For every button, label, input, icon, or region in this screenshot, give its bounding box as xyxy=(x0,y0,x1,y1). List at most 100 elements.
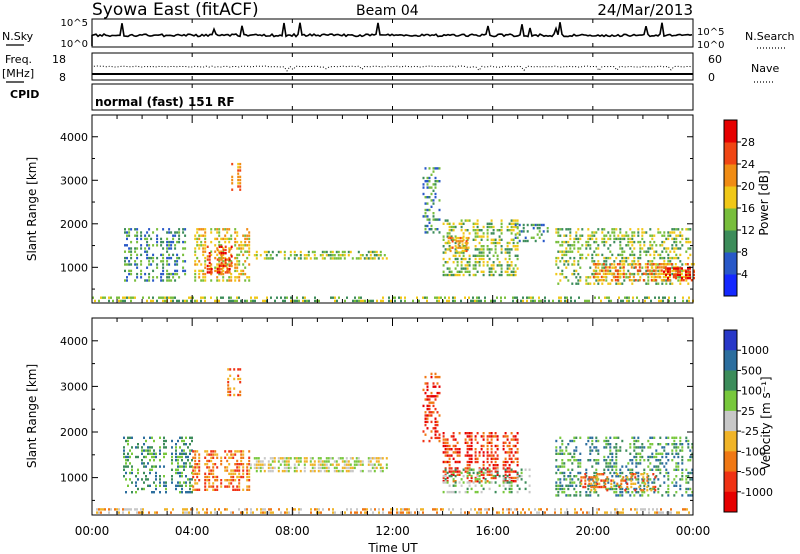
data-cell xyxy=(524,511,526,514)
data-cell xyxy=(126,276,128,279)
data-cell xyxy=(468,273,471,277)
data-cell xyxy=(436,511,438,514)
data-cell xyxy=(597,439,600,443)
data-cell xyxy=(154,511,156,514)
data-cell xyxy=(565,276,568,279)
data-cell xyxy=(610,485,613,489)
data-cell xyxy=(644,266,647,269)
data-cell xyxy=(228,463,231,466)
data-cell xyxy=(558,299,560,303)
data-cell xyxy=(670,263,673,266)
data-cell xyxy=(467,236,470,240)
data-cell xyxy=(434,407,437,411)
data-cell xyxy=(575,269,578,273)
data-cell xyxy=(452,484,455,487)
data-cell xyxy=(679,253,682,257)
data-cell xyxy=(490,248,493,251)
data-cell xyxy=(287,469,290,473)
data-cell xyxy=(359,460,362,463)
data-cell xyxy=(210,469,213,472)
data-cell xyxy=(588,511,590,514)
data-cell xyxy=(502,484,505,487)
data-cell xyxy=(369,460,372,463)
data-cell xyxy=(585,240,588,244)
data-cell xyxy=(494,470,497,473)
data-cell xyxy=(432,231,435,234)
data-cell xyxy=(468,467,471,470)
data-cell xyxy=(126,508,128,511)
data-cell xyxy=(220,245,223,248)
data-cell xyxy=(478,481,481,484)
data-cell xyxy=(434,508,436,511)
freq-panel: Freq. [MHz] 18 8 60 0 Nave xyxy=(2,52,779,84)
data-cell xyxy=(430,224,433,228)
data-cell xyxy=(559,279,562,282)
data-cell xyxy=(675,449,678,452)
data-cell xyxy=(647,247,650,250)
data-cell xyxy=(369,250,372,254)
data-cell xyxy=(597,266,600,269)
data-cell xyxy=(642,508,644,511)
data-cell xyxy=(563,462,566,465)
data-cell xyxy=(687,494,690,497)
data-cell xyxy=(124,279,126,282)
data-cell xyxy=(466,248,469,251)
data-cell xyxy=(424,212,427,215)
data-cell xyxy=(486,225,489,229)
data-cell xyxy=(555,481,558,484)
data-cell xyxy=(314,296,316,299)
data-cell xyxy=(181,487,183,491)
data-cell xyxy=(647,282,650,285)
data-cell xyxy=(347,460,350,463)
data-cell xyxy=(630,266,633,269)
data-cell xyxy=(450,273,453,277)
data-cell xyxy=(141,462,143,465)
data-cell xyxy=(649,436,652,439)
data-cell xyxy=(512,245,515,248)
cpid-panel: CPID normal (fast) 151 RF xyxy=(10,83,694,111)
data-cell xyxy=(461,240,464,243)
data-cell xyxy=(478,264,481,267)
data-cell xyxy=(512,476,515,480)
data-cell xyxy=(629,240,632,244)
data-cell xyxy=(234,479,237,482)
data-cell xyxy=(569,481,572,484)
data-cell xyxy=(492,238,495,241)
data-cell xyxy=(607,439,610,443)
data-cell xyxy=(432,189,435,192)
data-cell xyxy=(454,451,457,454)
data-cell xyxy=(631,240,634,244)
data-cell xyxy=(234,279,237,282)
data-cell xyxy=(652,263,655,266)
data-cell xyxy=(204,511,206,514)
data-cell xyxy=(126,244,128,247)
data-cell xyxy=(458,270,461,273)
data-cell xyxy=(687,282,690,285)
data-cell xyxy=(482,471,485,475)
data-cell xyxy=(579,279,582,282)
data-cell xyxy=(689,478,692,481)
data-cell xyxy=(648,508,650,511)
data-cell xyxy=(651,481,654,484)
data-cell xyxy=(460,478,463,481)
data-cell xyxy=(650,272,653,275)
data-cell xyxy=(662,279,665,282)
data-cell xyxy=(591,465,594,468)
data-cell xyxy=(341,250,344,254)
data-cell xyxy=(584,485,587,489)
data-cell xyxy=(641,494,644,497)
data-cell xyxy=(309,463,312,466)
data-cell xyxy=(466,432,469,435)
data-cell xyxy=(140,269,143,273)
data-cell xyxy=(226,268,229,271)
data-cell xyxy=(236,469,239,472)
data-cell xyxy=(194,472,197,475)
data-cell xyxy=(476,441,479,444)
data-cell xyxy=(140,260,143,263)
data-cell xyxy=(673,247,676,250)
data-cell xyxy=(484,296,486,299)
data-cell xyxy=(309,457,312,460)
data-cell xyxy=(644,272,647,275)
data-cell xyxy=(579,237,582,241)
data-cell xyxy=(596,508,598,511)
